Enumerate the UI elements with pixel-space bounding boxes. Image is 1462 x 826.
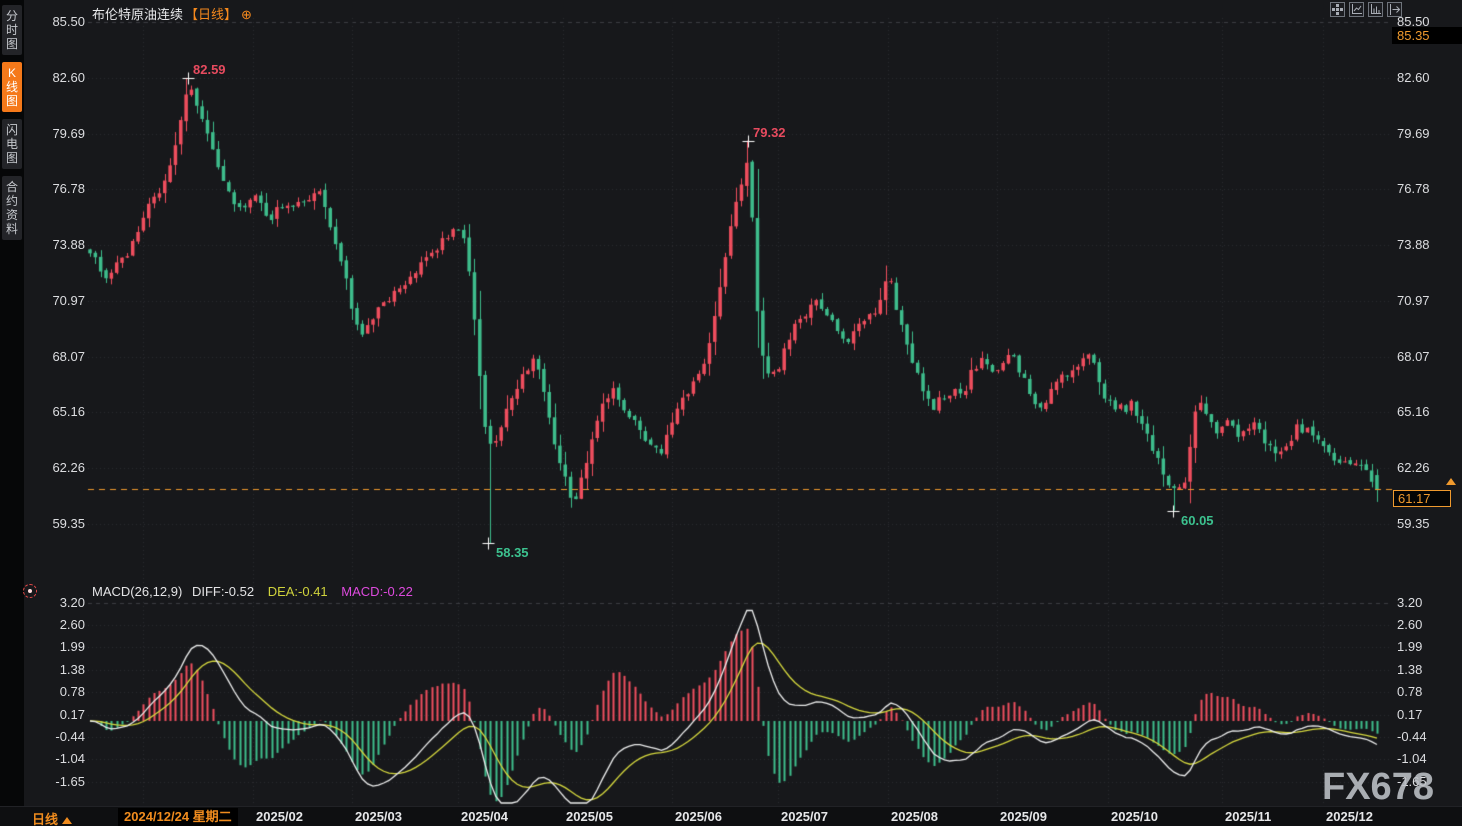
macd-axis-label-right: 2.60	[1397, 616, 1423, 632]
indicator-settings-icon[interactable]	[23, 584, 37, 598]
chart-toolbar	[1330, 2, 1402, 17]
exit-view-icon[interactable]	[1387, 2, 1402, 17]
macd-axis-label-left: 2.60	[59, 616, 85, 632]
last-price-label: 61.17	[1393, 490, 1451, 507]
price-axis-label-right: 79.69	[1397, 125, 1430, 141]
sidebar-tab-3[interactable]: 闪电图	[2, 119, 22, 169]
price-axis-label-left: 73.88	[52, 237, 85, 253]
range-high-price-label: 85.35	[1392, 27, 1462, 44]
price-axis-label-right: 68.07	[1397, 348, 1430, 364]
macd-macd-value: MACD:-0.22	[341, 584, 413, 599]
timeline-month-label: 2025/05	[566, 809, 613, 824]
chevron-up-icon	[62, 817, 73, 824]
price-axis-label-right: 76.78	[1397, 181, 1430, 197]
macd-axis-label-left: -1.04	[55, 751, 85, 767]
instrument-title: 布伦特原油连续	[92, 7, 184, 22]
macd-axis-label-left: 0.78	[59, 684, 85, 700]
price-axis-label-right: 62.26	[1397, 460, 1430, 476]
price-axis-label-left: 79.69	[52, 125, 85, 141]
price-axis-label-left: 65.16	[52, 404, 85, 420]
price-axis-label-left: 62.26	[52, 460, 85, 476]
watermark: FX678	[1322, 766, 1434, 808]
sidebar-tab-1[interactable]: 分时图	[2, 5, 22, 55]
chart-titlebar: 布伦特原油连续 【日线】 ⊕	[92, 4, 252, 23]
timeline-month-label: 2025/10	[1111, 809, 1158, 824]
layout-grid-icon[interactable]	[1330, 2, 1345, 17]
macd-axis-label-left: 1.99	[59, 639, 85, 655]
price-axis-label-left: 76.78	[52, 181, 85, 197]
price-annotation-60.05: 60.05	[1181, 512, 1214, 528]
price-axis-label-left: 82.60	[52, 69, 85, 85]
price-annotation-79.32: 79.32	[753, 124, 786, 140]
selected-date-label: 2024/12/24 星期二	[118, 808, 238, 826]
macd-axis-label-right: -1.65	[1397, 774, 1427, 790]
macd-axis-label-right: 0.78	[1397, 684, 1423, 700]
timeline-month-label: 2025/12	[1326, 809, 1373, 824]
price-axis-label-right: 59.35	[1397, 516, 1430, 531]
price-axis-label-right: 85.50	[1397, 14, 1430, 29]
macd-axis-label-left: 3.20	[59, 594, 85, 610]
timeline-month-label: 2025/09	[1000, 809, 1047, 824]
period-tag[interactable]: 【日线】	[185, 7, 238, 22]
timeline-month-label: 2025/08	[891, 809, 938, 824]
price-annotation-58.35: 58.35	[496, 545, 529, 561]
price-axis-label-right: 73.88	[1397, 237, 1430, 253]
last-price-arrow-icon	[1446, 478, 1456, 485]
macd-params-label: MACD(26,12,9)	[92, 584, 183, 599]
timeline-month-label: 2025/04	[461, 809, 508, 824]
sidebar-tab-4[interactable]: 合约资料	[2, 176, 22, 240]
price-axis-label-right: 82.60	[1397, 69, 1430, 85]
period-selector[interactable]: 日线	[32, 809, 73, 826]
macd-axis-label-left: 0.17	[59, 706, 85, 722]
macd-header: MACD(26,12,9) DIFF:-0.52 DEA:-0.41 MACD:…	[92, 584, 413, 599]
price-axis-label-left: 68.07	[52, 348, 85, 364]
macd-axis-label-right: 3.20	[1397, 594, 1423, 610]
timeline-month-label: 2025/06	[675, 809, 722, 824]
macd-axis-label-left: 1.38	[59, 661, 85, 677]
timeline-month-label: 2025/02	[256, 809, 303, 824]
price-axis-label-left: 70.97	[52, 292, 85, 308]
macd-axis-label-right: -1.04	[1397, 751, 1427, 767]
macd-axis-label-right: -0.44	[1397, 729, 1427, 745]
timeline-month-label: 2025/11	[1225, 809, 1272, 824]
timeline-month-label: 2025/03	[355, 809, 402, 824]
price-axis-label-left: 59.35	[52, 516, 85, 531]
macd-axis-label-right: 1.99	[1397, 639, 1423, 655]
axis-bar-chart-icon[interactable]	[1368, 2, 1383, 17]
macd-dea-value: DEA:-0.41	[267, 584, 328, 599]
timeline-bar: 日线 2024/12/24 星期二 2025/02 2025/03 2025/04 2…	[0, 806, 1462, 826]
price-axis-label-right: 65.16	[1397, 404, 1430, 420]
macd-diff-value: DIFF:-0.52	[191, 584, 255, 599]
timeline-month-label: 2025/07	[781, 809, 828, 824]
macd-axis-label-right: 1.38	[1397, 661, 1423, 677]
macd-axis-label-left: -1.65	[55, 774, 85, 790]
price-axis-label-right: 70.97	[1397, 292, 1430, 308]
price-annotation-82.59: 82.59	[193, 61, 226, 77]
add-indicator-icon[interactable]: ⊕	[241, 7, 252, 22]
axis-line-chart-icon[interactable]	[1349, 2, 1364, 17]
price-axis-label-left: 85.50	[52, 14, 85, 29]
macd-axis-label-left: -0.44	[55, 729, 85, 745]
macd-axis-label-right: 0.17	[1397, 706, 1423, 722]
